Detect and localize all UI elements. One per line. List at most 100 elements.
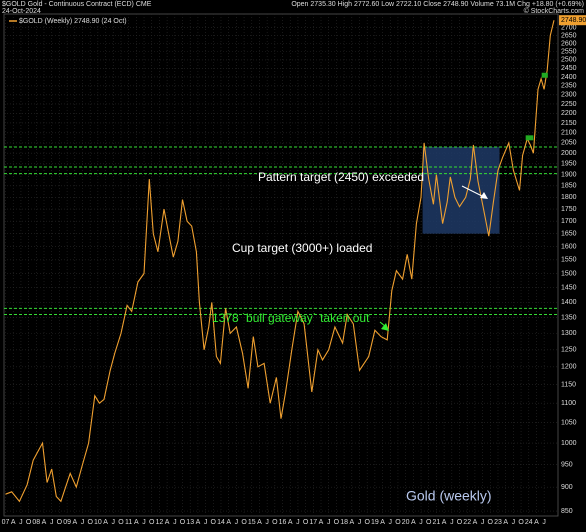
y-tick-label: 1200: [561, 364, 577, 371]
x-tick-label: J: [112, 519, 116, 526]
x-tick-label: J: [512, 519, 516, 526]
x-tick-label: 07: [2, 519, 10, 526]
last-value-box: [559, 15, 586, 26]
y-tick-label: 2200: [561, 110, 577, 117]
x-tick-label: O: [518, 519, 524, 526]
x-tick-label: J: [358, 519, 362, 526]
x-tick-label: 16: [279, 519, 287, 526]
x-tick-label: O: [211, 519, 217, 526]
y-tick-label: 1750: [561, 206, 577, 213]
annotation: Cup target (3000+) loaded: [232, 241, 372, 255]
x-tick-label: A: [226, 519, 231, 526]
x-tick-label: O: [395, 519, 401, 526]
x-tick-label: 22: [463, 519, 471, 526]
x-tick-label: J: [265, 519, 269, 526]
level-bar: [525, 135, 534, 141]
x-tick-label: J: [50, 519, 54, 526]
y-tick-label: 2700: [561, 25, 577, 32]
x-tick-label: 10: [94, 519, 102, 526]
annotation: Pattern target (2450) exceeded: [258, 170, 424, 184]
x-tick-label: 19: [371, 519, 379, 526]
y-tick-label: 1150: [561, 381, 576, 388]
y-tick-label: 2500: [561, 57, 577, 64]
x-tick-label: A: [103, 519, 108, 526]
x-tick-label: A: [11, 519, 16, 526]
x-tick-label: A: [442, 519, 447, 526]
x-tick-label: 17: [309, 519, 317, 526]
x-tick-label: A: [503, 519, 508, 526]
x-tick-label: O: [180, 519, 186, 526]
x-tick-label: 09: [63, 519, 71, 526]
y-tick-label: 1000: [561, 440, 577, 447]
y-tick-label: 1550: [561, 257, 577, 264]
legend-label: $GOLD (Weekly) 2748.90 (24 Oct): [19, 18, 127, 25]
x-tick-label: J: [481, 519, 485, 526]
y-tick-label: 2450: [561, 65, 577, 72]
x-tick-label: O: [364, 519, 370, 526]
y-tick-label: 1800: [561, 194, 577, 201]
chart-title: Gold (weekly): [406, 488, 492, 504]
header-source: © StockCharts.com: [524, 7, 585, 15]
y-tick-label: 1850: [561, 183, 577, 190]
x-tick-label: O: [87, 519, 93, 526]
x-tick-label: O: [426, 519, 432, 526]
y-tick-label: 1650: [561, 231, 577, 238]
y-tick-label: 2550: [561, 48, 577, 55]
x-tick-label: A: [473, 519, 478, 526]
x-tick-label: A: [134, 519, 139, 526]
annotation-arrowhead: [480, 192, 488, 199]
y-tick-label: 900: [561, 484, 573, 491]
x-tick-label: 08: [32, 519, 40, 526]
x-tick-label: A: [380, 519, 385, 526]
x-tick-label: A: [165, 519, 170, 526]
x-tick-label: 20: [402, 519, 410, 526]
x-tick-label: O: [241, 519, 247, 526]
annotation: 1378 `bull gateway` taken out: [212, 311, 370, 325]
x-tick-label: O: [26, 519, 32, 526]
level-bar: [541, 72, 548, 78]
y-tick-label: 2350: [561, 83, 577, 90]
x-tick-label: A: [288, 519, 293, 526]
x-tick-label: A: [411, 519, 416, 526]
x-tick-label: O: [272, 519, 278, 526]
y-tick-label: 2150: [561, 120, 577, 127]
plot-frame: [3, 13, 559, 517]
last-value-label: 2748.90: [561, 17, 586, 24]
y-tick-label: 1400: [561, 299, 577, 306]
header-quote: Open 2735.30 High 2772.60 Low 2722.10 Cl…: [291, 1, 584, 8]
x-tick-label: A: [534, 519, 539, 526]
y-tick-label: 1350: [561, 314, 577, 321]
y-tick-label: 2300: [561, 92, 577, 99]
x-tick-label: J: [450, 519, 454, 526]
annotation-arrowhead: [381, 323, 389, 331]
x-tick-label: O: [303, 519, 309, 526]
y-tick-label: 950: [561, 461, 573, 468]
y-tick-label: 1900: [561, 172, 577, 179]
y-tick-label: 1050: [561, 420, 577, 427]
y-tick-label: 2650: [561, 32, 577, 39]
x-tick-label: O: [149, 519, 155, 526]
y-tick-label: 2250: [561, 101, 577, 108]
x-tick-label: A: [319, 519, 324, 526]
header-symbol: $GOLD Gold - Continuous Contract (ECD) C…: [2, 1, 152, 8]
x-tick-label: J: [204, 519, 208, 526]
x-tick-label: 14: [217, 519, 225, 526]
x-tick-label: 21: [433, 519, 441, 526]
x-tick-label: A: [72, 519, 77, 526]
y-tick-label: 1100: [561, 400, 576, 407]
y-tick-label: 850: [561, 508, 573, 515]
x-tick-label: O: [57, 519, 63, 526]
x-tick-label: A: [196, 519, 201, 526]
x-tick-label: A: [42, 519, 47, 526]
x-tick-label: J: [542, 519, 546, 526]
x-tick-label: J: [235, 519, 239, 526]
x-tick-label: 18: [340, 519, 348, 526]
y-tick-label: 1600: [561, 243, 577, 250]
x-tick-label: J: [419, 519, 423, 526]
y-tick-label: 2100: [561, 130, 577, 137]
x-tick-label: O: [118, 519, 124, 526]
x-tick-label: J: [327, 519, 331, 526]
annotation-arrow: [461, 185, 485, 198]
x-tick-label: J: [296, 519, 300, 526]
